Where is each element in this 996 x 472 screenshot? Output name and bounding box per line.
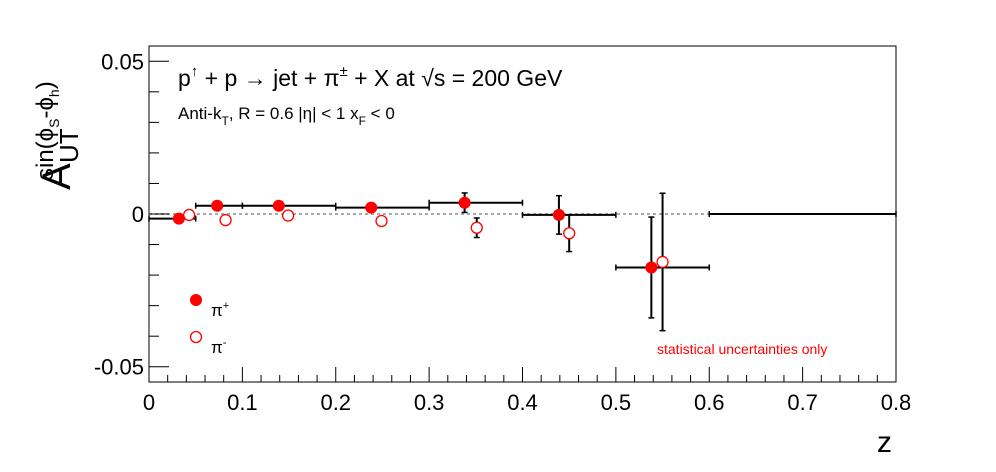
data-point-open	[281, 209, 295, 222]
x-tick-label: 0.3	[414, 390, 445, 415]
chart-title: p↑ + p → jet + π± + X at √s = 200 GeV	[178, 63, 563, 91]
svg-text:A: A	[35, 163, 79, 190]
y-tick-label: -0.05	[94, 355, 144, 380]
data-point-filled	[552, 208, 565, 221]
data-point-filled	[272, 199, 285, 212]
series-1	[183, 192, 669, 332]
x-axis-ticks: 0 0.1 0.2 0.3 0.4 0.5 0.6 0.7 0.8	[143, 367, 911, 415]
data-point-open	[656, 255, 669, 269]
y-tick-label: 0	[132, 202, 144, 227]
data-point-open	[470, 221, 483, 234]
data-point-filled	[211, 199, 224, 212]
data-point-open	[183, 208, 196, 222]
y-tick-label: 0.05	[101, 49, 144, 74]
x-tick-label: 0.1	[227, 390, 258, 415]
x-tick-label: 0.5	[601, 390, 632, 415]
x-tick-label: 0.7	[787, 390, 818, 415]
x-tick-label: 0.4	[507, 390, 538, 415]
x-tick-label: 0	[143, 390, 155, 415]
data-series	[148, 192, 897, 332]
data-point-filled	[365, 201, 378, 214]
x-tick-label: 0.8	[881, 390, 912, 415]
data-point-open	[375, 214, 388, 228]
data-point-filled	[458, 196, 471, 209]
svg-text:UT: UT	[54, 128, 84, 163]
x-axis-label: z	[877, 426, 892, 459]
legend-marker-pi-plus	[190, 294, 202, 306]
svg-text:sin(ϕS-ϕh): sin(ϕS-ϕh)	[32, 81, 62, 180]
x-tick-label: 0.2	[320, 390, 351, 415]
legend: π+ π-	[189, 294, 229, 357]
y-axis-ticks: 0.05 0 -0.05	[94, 49, 169, 380]
data-point-filled	[172, 212, 185, 225]
legend-label-pi-minus: π-	[211, 337, 227, 357]
chart-subtitle: Anti-kT, R = 0.6 |η| < 1 xF < 0	[178, 104, 395, 128]
x-tick-label: 0.6	[694, 390, 725, 415]
y-axis-label: A UT sin(ϕS-ϕh)	[32, 81, 84, 190]
series-0	[148, 192, 710, 319]
series-2	[708, 211, 897, 217]
data-point-open	[563, 227, 576, 240]
legend-label-pi-plus: π+	[211, 300, 229, 320]
legend-marker-pi-minus	[189, 330, 203, 344]
uncertainty-note: statistical uncertainties only	[657, 341, 827, 357]
data-point-open	[219, 213, 232, 227]
data-point-filled	[645, 261, 658, 274]
